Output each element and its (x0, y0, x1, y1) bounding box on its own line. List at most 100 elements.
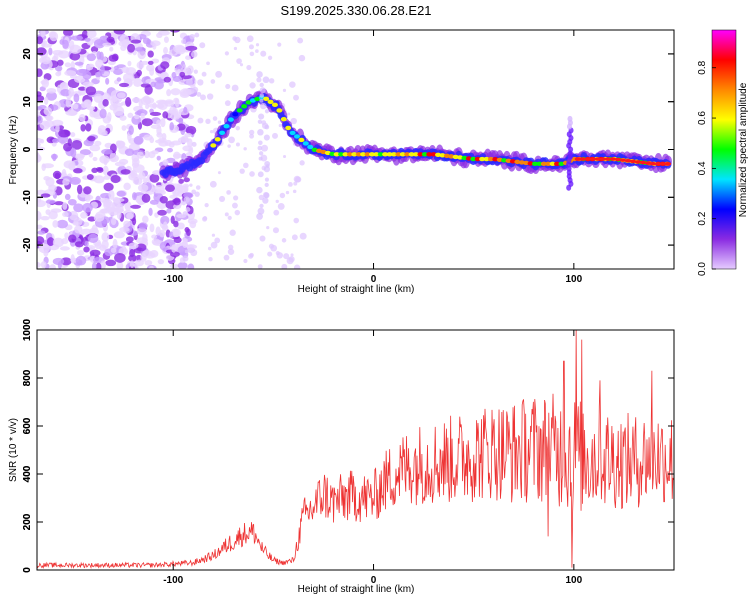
heatmap-noise-dot (190, 51, 198, 58)
heatmap-noise-blob (102, 42, 112, 47)
heatmap-noise-blob (173, 97, 179, 104)
heatmap-noise-blob (38, 243, 49, 248)
heatmap-noise-blob (95, 262, 102, 269)
heatmap-noise-dot (272, 132, 279, 139)
heatmap-noise-dot (249, 133, 255, 139)
ridge-core (395, 152, 402, 157)
heatmap-noise-blob (183, 106, 188, 114)
heatmap-noise-dot (201, 71, 207, 77)
ridge-core (267, 99, 274, 105)
snr-series-line (37, 330, 674, 570)
heatmap-noise-dot (210, 241, 218, 249)
heatmap-noise-blob (173, 237, 182, 244)
heatmap-noise-blob (37, 36, 43, 45)
ridge-peak (594, 157, 602, 161)
y-tick-label: -20 (22, 237, 33, 252)
heatmap-noise-blob (58, 129, 70, 138)
heatmap-noise-blob (110, 247, 117, 254)
heatmap-noise-blob (131, 97, 141, 103)
heatmap-noise-blob (119, 227, 130, 233)
heatmap-noise-blob (94, 241, 102, 250)
heatmap-noise-blob (163, 36, 169, 43)
heatmap-noise-blob (147, 50, 154, 58)
heatmap-noise-blob (40, 261, 47, 269)
heatmap-noise-blob (160, 61, 170, 69)
heatmap-noise-blob (99, 108, 107, 119)
heatmap-noise-blob (180, 135, 189, 143)
heatmap-noise-blob (46, 88, 57, 94)
heatmap-noise-dot (290, 117, 297, 125)
ridge-core (421, 152, 428, 157)
ridge-core (483, 156, 490, 162)
heatmap-noise-blob (71, 139, 83, 150)
snr-y-ticks: 0 200 400 600 800 1000 (22, 318, 674, 573)
heatmap-noise-blob (89, 144, 101, 152)
ridge-scatter (264, 109, 270, 114)
heatmap-noise-blob (112, 196, 120, 203)
heatmap-noise-blob (108, 189, 115, 200)
heatmap-noise-blob (103, 175, 111, 180)
heatmap-noise-blob (49, 264, 57, 269)
heatmap-noise-dot (194, 32, 200, 38)
heatmap-noise-dot (190, 249, 198, 257)
ridge-core (241, 104, 248, 109)
heatmap-noise-blob (52, 237, 64, 248)
heatmap-noise-blob (93, 175, 105, 184)
ridge-core (373, 152, 380, 157)
ridge-core (417, 152, 424, 157)
heatmap-noise-blob (101, 232, 110, 242)
y-tick-label: 20 (22, 48, 33, 60)
heatmap-noise-dot (181, 200, 187, 206)
y-tick-label: 800 (22, 369, 33, 386)
heatmap-noise-blob (77, 86, 87, 91)
spectrogram-x-label: Height of straight line (km) (298, 284, 415, 295)
y-tick-label: 20 (22, 48, 33, 60)
heatmap-noise-dot (189, 34, 195, 40)
heatmap-noise-blob (135, 259, 144, 267)
heatmap-noise-blob (141, 118, 153, 127)
heatmap-noise-blob (176, 222, 185, 230)
heatmap-noise-blob (162, 159, 169, 165)
heatmap-noise-dot (186, 78, 193, 86)
heatmap-noise-blob (92, 156, 98, 162)
x-tick-label: 0 (371, 575, 377, 586)
heatmap-noise-blob (130, 204, 142, 209)
heatmap-noise-blob (96, 51, 102, 60)
heatmap-noise-blob (124, 148, 135, 156)
y-tick-label: 0 (22, 146, 33, 152)
heatmap-noise-blob (110, 174, 121, 184)
colorbar-tick-label: 0.2 (697, 211, 708, 225)
heatmap-noise-blob (91, 224, 98, 235)
heatmap-noise-dot (210, 79, 216, 84)
heatmap-noise-blob (147, 60, 154, 65)
heatmap-noise-blob (138, 98, 143, 109)
heatmap-noise-blob (45, 91, 57, 101)
ridge-core (399, 152, 406, 157)
heatmap-noise-blob (156, 103, 165, 109)
ridge-peak (624, 158, 632, 163)
heatmap-noise-blob (137, 49, 146, 60)
heatmap-noise-dot (299, 160, 305, 166)
ridge-core (404, 152, 411, 157)
heatmap-noise-blob (84, 37, 91, 42)
heatmap-noise-blob (42, 163, 54, 169)
y-tick-label: 10 (22, 96, 33, 108)
heatmap-noise-blob (86, 30, 97, 39)
colorbar-tick-label: 0.6 (697, 111, 708, 125)
heatmap-noise-blob (84, 196, 91, 202)
heatmap-noise-blob (116, 190, 126, 197)
heatmap-noise-blob (78, 113, 86, 122)
heatmap-noise-blob (132, 177, 143, 185)
heatmap-noise-blob (170, 113, 181, 120)
heatmap-noise-dot (248, 44, 254, 50)
heatmap-noise-dot (293, 264, 301, 269)
heatmap-noise-blob (156, 132, 163, 138)
heatmap-noise-blob (73, 93, 80, 103)
heatmap-noise-blob (100, 64, 105, 75)
heatmap-noise-blob (70, 254, 75, 264)
heatmap-noise-dot (202, 216, 208, 222)
heatmap-noise-blob (112, 68, 124, 75)
heatmap-noise-blob (172, 229, 180, 238)
